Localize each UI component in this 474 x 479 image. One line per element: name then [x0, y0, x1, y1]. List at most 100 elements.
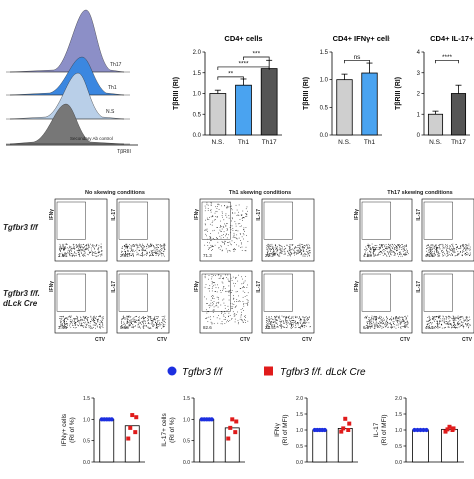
chart-title: CD4+ IL-17+ ce [430, 34, 474, 43]
legend-label-ff: Tgfbr3 f/f [182, 367, 223, 378]
flow-dot-plot [261, 198, 315, 262]
bar-chart-ifng-percent-svg: 0.0 0.5 1.0 1.5 IFNγ+ cells (RI of %) [61, 396, 145, 466]
flow-y-label: IFNγ [194, 209, 200, 220]
y-tick-label: 1.5 [193, 71, 202, 77]
y-tick-label: 0.0 [193, 133, 202, 139]
flow-x-label: CTV [240, 337, 251, 343]
chart-title: CD4+ cells [224, 34, 262, 43]
significance-bracket [435, 59, 459, 64]
flow-dot-plot [199, 198, 253, 262]
y-tick-label: 1.5 [320, 50, 329, 56]
data-point-ff [424, 427, 429, 433]
flow-y-label: IL-17 [111, 281, 117, 293]
y-tick-label: 2.0 [296, 396, 303, 402]
row-label-ff: Tgfbr3 f/f [3, 223, 39, 232]
flow-panel-title: Th17 skewing conditions [387, 190, 452, 196]
y-tick-label: 2.0 [193, 50, 202, 56]
data-point-cre [130, 413, 135, 418]
histogram-curve [9, 9, 125, 73]
x-tick-label: N.S. [212, 139, 225, 146]
bar [450, 93, 467, 136]
flow-gate [201, 201, 231, 240]
data-point-ff [421, 427, 426, 433]
y-axis-label: TβRIII (RI) [303, 77, 310, 110]
flow-dot-plot [359, 198, 413, 262]
y-tick-label: 0.0 [395, 460, 402, 466]
y-axis-label: (RI of %) [169, 417, 176, 443]
y-tick-label: 0.5 [395, 444, 402, 450]
x-tick-label: N.S. [338, 139, 351, 146]
flow-percent-label: 2.81 [120, 253, 129, 258]
data-point-cre [234, 419, 239, 424]
flow-x-label: CTV [95, 337, 106, 343]
flow-x-label: CTV [302, 337, 313, 343]
bar [199, 418, 215, 463]
data-point-ff [415, 427, 420, 433]
flow-x-label: CTV [400, 337, 411, 343]
flow-percent-label: 46.5 [425, 325, 434, 330]
flow-dot-plot [54, 270, 108, 334]
flow-dot-plot [359, 270, 413, 334]
flow-gate [361, 273, 391, 312]
legend-label-cre: Tgfbr3 f/f. dLck Cre [280, 367, 366, 378]
data-point-cre [451, 426, 456, 431]
data-point-cre [226, 436, 231, 441]
y-tick-label: 4 [417, 50, 421, 56]
y-axis-label: TβRIII (RI) [395, 77, 402, 110]
data-point-cre [443, 429, 448, 434]
bar-chart-il17-percent-svg: 0.0 0.5 1.0 1.5 IL-17+ cells (RI of %) [161, 396, 245, 466]
y-axis-label: IFNγ+ cells [61, 413, 68, 446]
bar [124, 425, 140, 463]
significance-label: *** [253, 50, 261, 57]
bar-chart-ifng-mfi-svg: 0.0 0.5 1.0 1.5 2.0 IFNγ (RI of MFI) [274, 396, 358, 466]
y-tick-label: 1.5 [83, 396, 90, 402]
flow-y-label: IL-17 [416, 281, 422, 293]
y-tick-label: 1.0 [183, 417, 190, 423]
bar-chart-il17-mfi-svg: 0.0 0.5 1.0 1.5 2.0 IL-17 (RI of MFI) [373, 396, 464, 466]
y-tick-label: 2.0 [395, 396, 402, 402]
y-tick-label: 0.0 [296, 460, 303, 466]
data-point-cre [228, 425, 233, 430]
bar [427, 113, 444, 136]
flow-gate [361, 201, 391, 240]
bar-chart-cd4-ifng-svg: 0.0 0.5 1.0 1.5 TβRIII (RI) CD4+ IFNγ+ cells N… [303, 34, 393, 146]
bar [336, 79, 353, 136]
y-tick-label: 0.5 [193, 112, 202, 118]
histogram-svg: Th17 Th1 N.S Secondary Ab control TβRIII [6, 9, 138, 155]
data-point-ff [412, 427, 417, 433]
flow-percent-label: 71.3 [203, 253, 212, 258]
flow-y-label: IFNγ [354, 281, 360, 292]
legend: Tgfbr3 f/f Tgfbr3 f/f. dLck Cre [0, 360, 474, 380]
y-tick-label: 0.5 [183, 439, 190, 445]
y-axis-label: IL-17 [373, 422, 380, 437]
y-axis-label: (RI of %) [69, 417, 76, 443]
flow-y-label: IL-17 [256, 209, 262, 221]
data-point-cre [134, 415, 139, 420]
bar [312, 429, 328, 463]
data-point-cre [230, 417, 235, 422]
bar [99, 418, 115, 463]
data-point-cre [343, 416, 348, 421]
data-point-cre [233, 430, 238, 435]
bar-chart-ifng-percent: 0.0 0.5 1.0 1.5 IFNγ+ cells (RI of %) [60, 390, 155, 474]
flow-y-label: IFNγ [194, 281, 200, 292]
flow-dot-plot [421, 270, 474, 334]
flow-percent-label: 23.5 [265, 325, 274, 330]
flow-panel-title: Th1 skewing conditions [229, 190, 291, 196]
bar-chart-il17-percent: 0.0 0.5 1.0 1.5 IL-17+ cells (RI of %) [160, 390, 255, 474]
y-tick-label: 1.0 [83, 417, 90, 423]
bar [209, 93, 227, 136]
x-tick-label: N.S. [429, 139, 442, 146]
significance-label: ns [354, 54, 362, 61]
flow-x-label: CTV [157, 337, 168, 343]
y-tick-label: 1 [417, 112, 421, 118]
y-tick-label: 3 [417, 71, 421, 77]
bar [260, 68, 278, 136]
flow-gate [118, 201, 148, 240]
bar-chart-cd4-il17: 0 1 2 3 4 TβRIII (RI) CD4+ IL-17+ ce N.S. Th17 **… [392, 30, 474, 165]
bar [412, 429, 429, 463]
y-tick-label: 0.0 [320, 133, 329, 139]
data-point-ff [209, 417, 214, 422]
y-tick-label: 0 [417, 133, 421, 139]
significance-bracket [344, 59, 370, 64]
